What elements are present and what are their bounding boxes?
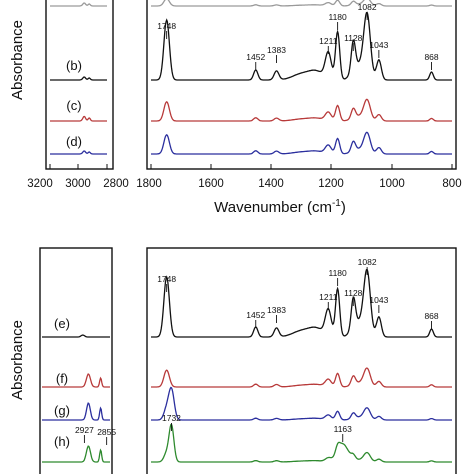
spectrum-line xyxy=(151,0,452,7)
peak-label: 1082 xyxy=(358,257,377,267)
x-axis-title: Wavenumber (cm-1) xyxy=(214,198,346,216)
spectrum-line xyxy=(50,115,107,122)
spectrum-line xyxy=(151,131,452,155)
peak-label: 1211 xyxy=(319,36,338,46)
top-right-tick-label: 1000 xyxy=(379,178,405,190)
y-axis-title: Absorbance xyxy=(9,20,26,100)
y-axis-title: Absorbance xyxy=(9,320,26,400)
series-label: (c) xyxy=(66,98,81,113)
spectrum-line xyxy=(50,150,107,155)
top-panel: 3200 3000 2800 1800 1600 1400 1200 1000 … xyxy=(9,0,462,216)
peak-label: 1383 xyxy=(267,45,286,55)
top-curves xyxy=(50,0,452,155)
top-right-tick-label: 1200 xyxy=(318,178,344,190)
peak-label: 1452 xyxy=(246,310,265,320)
top-right-tick-label: 1400 xyxy=(258,178,284,190)
spectrum-line xyxy=(50,76,107,81)
series-label: (e) xyxy=(54,316,70,331)
peak-label: 868 xyxy=(424,52,438,62)
series-label: (d) xyxy=(66,134,82,149)
spectrum-line xyxy=(42,373,110,388)
bottom-curves xyxy=(42,268,452,463)
peak-label: 1383 xyxy=(267,305,286,315)
peak-label: 868 xyxy=(424,311,438,321)
top-left-ticks xyxy=(49,164,108,169)
peak-label: 1180 xyxy=(328,268,347,278)
peak-label: 1043 xyxy=(369,295,388,305)
bottom-right-frame xyxy=(146,247,457,474)
peak-label: 2927 xyxy=(75,425,94,435)
peak-label: 1128 xyxy=(344,288,363,298)
top-right-tick-label: 1600 xyxy=(198,178,224,190)
spectrum-line xyxy=(50,2,107,7)
top-left-frame xyxy=(45,0,114,170)
bottom-peak-labels: 1748 1452 1383 1211 1180 1128 1082 1043 868 1732 1… xyxy=(75,257,439,445)
peak-label: 2855 xyxy=(97,427,116,437)
top-right-tick-label: 1800 xyxy=(136,178,162,190)
peak-label: 1211 xyxy=(319,292,338,302)
series-label: (f) xyxy=(56,371,68,386)
top-right-tick-label: 800 xyxy=(442,178,461,190)
top-left-tick-label: 3200 xyxy=(27,178,53,190)
top-left-tick-label: 2800 xyxy=(103,178,129,190)
top-right-frame xyxy=(146,0,457,170)
spectrum-line xyxy=(151,367,452,388)
peak-label: 1128 xyxy=(344,33,363,43)
peak-label: 1043 xyxy=(369,40,388,50)
top-right-ticks xyxy=(150,164,453,169)
peak-label: 1082 xyxy=(358,2,377,12)
series-label: (b) xyxy=(66,58,82,73)
spectrum-line xyxy=(42,402,110,421)
bottom-left-frame xyxy=(39,247,113,474)
series-label: (h) xyxy=(54,434,70,449)
peak-label: 1748 xyxy=(157,274,176,284)
peak-label: 1748 xyxy=(157,21,176,31)
peak-label: 1163 xyxy=(334,424,353,434)
spectrum-line xyxy=(151,423,452,463)
spectrum-line xyxy=(151,98,452,122)
top-left-tick-label: 3000 xyxy=(65,178,91,190)
series-label: (g) xyxy=(54,403,70,418)
peak-label: 1732 xyxy=(162,413,181,423)
spectrum-line xyxy=(151,386,452,421)
spectrum-line xyxy=(42,334,110,338)
peak-label: 1452 xyxy=(246,52,265,62)
spectrum-line xyxy=(151,11,452,81)
peak-label: 1180 xyxy=(328,12,347,22)
spectrum-line xyxy=(42,445,110,463)
spectrum-line xyxy=(151,268,452,338)
